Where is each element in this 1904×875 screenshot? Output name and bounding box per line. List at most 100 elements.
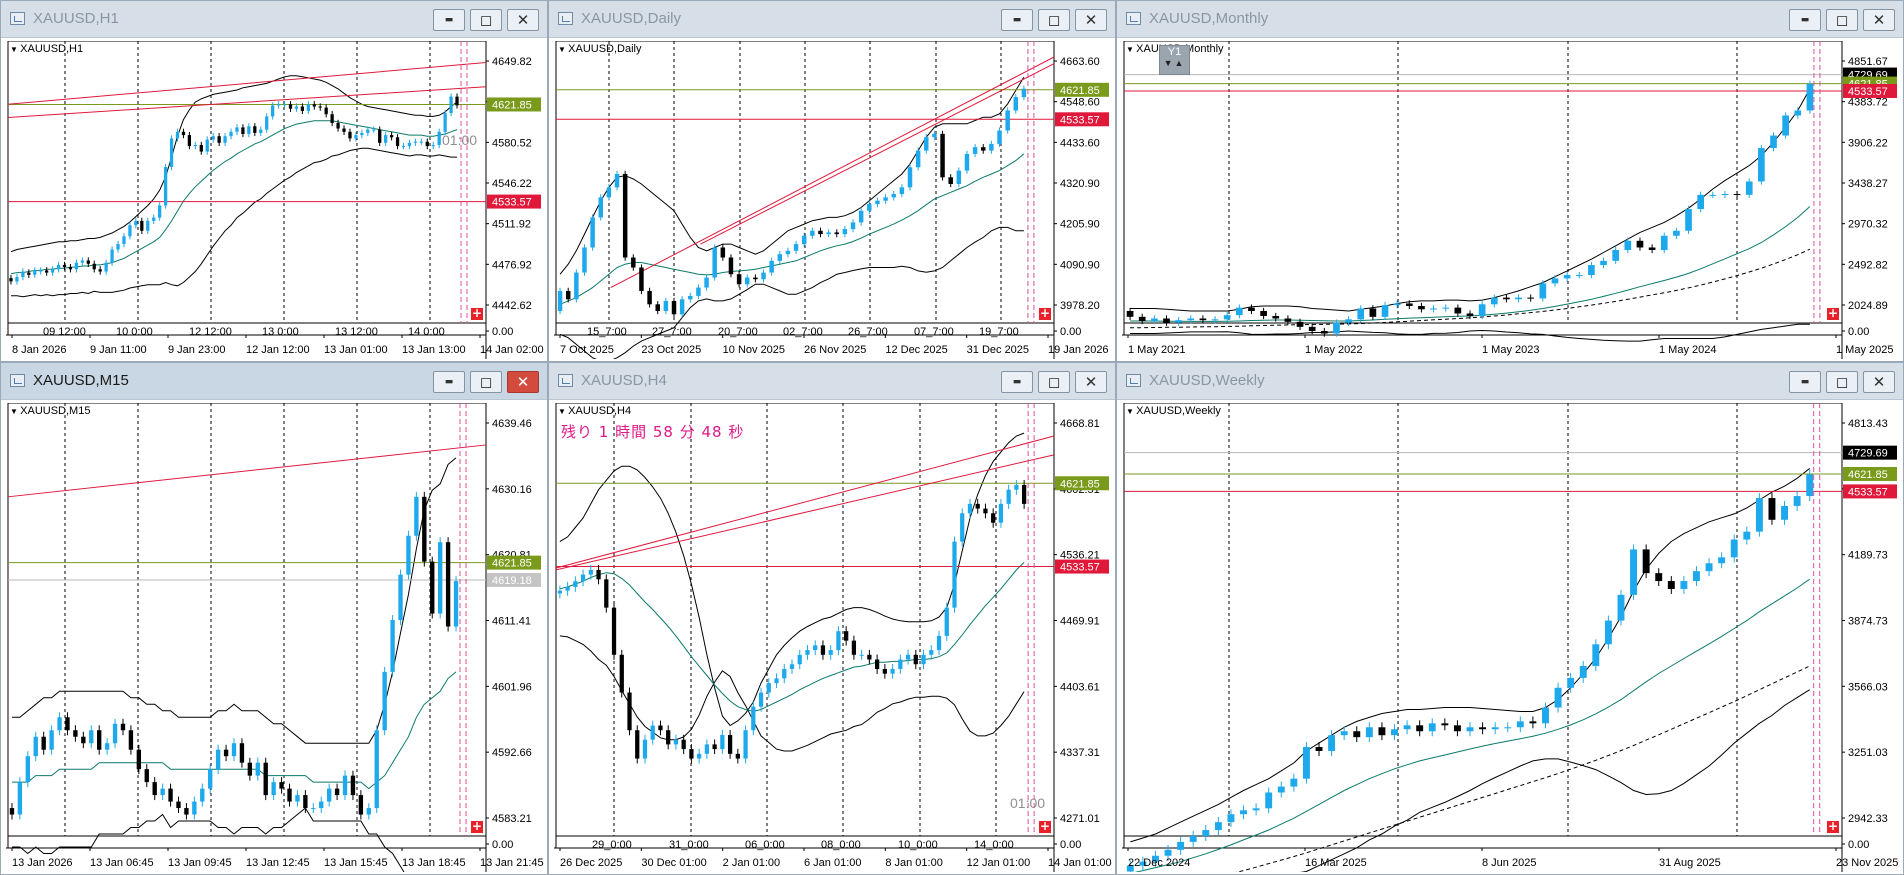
add-indicator-button[interactable]: + [471, 307, 483, 320]
price-axis-label: 4546.22 [492, 178, 532, 190]
period-separator-label: 06_0:00 [745, 839, 785, 851]
candle-body [1006, 489, 1011, 504]
dropdown-triangle-icon[interactable]: ▼ [1126, 407, 1137, 416]
candle-body [276, 104, 281, 106]
candle-body [9, 808, 15, 815]
window-titlebar[interactable]: XAUUSD,Weekly ▬ ◻ ✕ [1117, 363, 1903, 400]
time-axis-label: 13 Jan 01:00 [324, 344, 388, 356]
chart-canvas[interactable]: 4668.814602.514536.214469.914403.614337.… [554, 403, 1112, 872]
candle-body [311, 808, 316, 810]
trend-line[interactable] [7, 86, 487, 118]
chart-window-monthly[interactable]: XAUUSD,Monthly ▬ ◻ ✕ 4851.67 4383.72 3906.22 34… [1116, 0, 1904, 362]
add-indicator-button[interactable]: + [1039, 820, 1051, 833]
minimize-button[interactable]: ▬ [1789, 9, 1821, 31]
trend-line[interactable] [7, 62, 487, 105]
chart-window-daily[interactable]: XAUUSD,Daily ▬ ◻ ✕ 4663.60 4548.60 4433.60 4320… [548, 0, 1116, 362]
candle-body [1235, 307, 1243, 316]
chart-window-h1[interactable]: XAUUSD,H1▬◻✕4649.824615.824580.524546.22… [0, 0, 548, 362]
minimize-button[interactable]: ▬ [1789, 371, 1821, 393]
candle-body [134, 220, 138, 226]
add-indicator-button[interactable]: + [1039, 307, 1051, 320]
price-axis-label: 4090.90 [1060, 259, 1100, 271]
window-titlebar[interactable]: XAUUSD,H4 ▬ ◻ ✕ [549, 363, 1115, 400]
close-button[interactable]: ✕ [1863, 9, 1895, 31]
candle-body [1345, 319, 1352, 323]
candle-body [229, 131, 233, 137]
chart-canvas[interactable]: 4851.67 4383.72 3906.22 3438.27 2970.32 2492.… [1122, 41, 1898, 359]
candle-body [1685, 209, 1692, 231]
trend-line[interactable] [555, 454, 1055, 571]
candle-body [874, 659, 880, 669]
trend-line[interactable] [700, 63, 1055, 245]
chart-canvas[interactable]: 4649.824615.824580.524546.224511.924476.… [6, 41, 544, 359]
candle-body [1733, 194, 1741, 196]
candle-body [1454, 307, 1462, 314]
candle-body [1660, 235, 1668, 250]
add-indicator-button[interactable]: + [1827, 820, 1839, 833]
trend-line[interactable] [7, 444, 487, 498]
candle-body [306, 104, 310, 111]
candle-body [828, 650, 833, 655]
candle-body [689, 749, 694, 759]
chart-canvas[interactable]: 4639.464630.164620.814611.414601.964592.… [6, 403, 544, 872]
candle-body [1175, 320, 1182, 323]
trend-line[interactable] [555, 435, 1055, 569]
candle-body [1441, 723, 1449, 726]
candle-body [74, 262, 79, 270]
close-icon: ✕ [1084, 11, 1098, 29]
maximize-button[interactable]: ◻ [1038, 371, 1070, 393]
maximize-button[interactable]: ◻ [1826, 9, 1858, 31]
candle-body [326, 788, 332, 802]
candle-body [419, 141, 423, 143]
minimize-icon: ▬ [1012, 377, 1022, 387]
add-indicator-button[interactable]: + [471, 820, 483, 833]
candle-body [1393, 303, 1401, 306]
window-titlebar[interactable]: XAUUSD,M15 ▬ ◻ ✕ [1, 363, 547, 400]
candle-body [1693, 571, 1700, 582]
candle-body [73, 730, 78, 737]
maximize-button[interactable]: ◻ [1826, 371, 1858, 393]
price-axis-label: 4663.60 [1060, 56, 1100, 68]
candle-body [65, 717, 70, 731]
chart-canvas[interactable]: 4813.434501.174189.733874.733566.033251.… [1122, 403, 1898, 872]
plot-frame [1123, 41, 1843, 336]
dropdown-triangle-icon[interactable]: ▼ [10, 45, 21, 54]
candle-body [395, 137, 400, 147]
chart-canvas[interactable]: 4663.60 4548.60 4433.60 4320.90 4205.90 4090.… [554, 41, 1110, 359]
candle-body [859, 654, 864, 656]
dropdown-triangle-icon[interactable]: ▼ [558, 45, 569, 54]
close-button[interactable]: ✕ [1863, 371, 1895, 393]
window-titlebar[interactable]: XAUUSD,Monthly ▬ ◻ ✕ [1117, 1, 1903, 38]
maximize-button[interactable]: ◻ [470, 9, 502, 31]
candle-body [89, 730, 94, 744]
period-tag-arrows-icon[interactable]: ▼▲ [1163, 58, 1186, 68]
candle-body [655, 304, 660, 311]
chart-window-m15[interactable]: XAUUSD,M15▬◻✕4639.464630.164620.814611.4… [0, 362, 548, 875]
minimize-button[interactable]: ▬ [1001, 9, 1033, 31]
chart-window-weekly[interactable]: XAUUSD,Weekly▬◻✕4813.434501.174189.73387… [1116, 362, 1904, 875]
trend-line[interactable] [610, 56, 1055, 289]
candle-body [1391, 729, 1398, 736]
candle-body [631, 257, 636, 268]
close-button[interactable]: ✕ [507, 9, 539, 31]
window-titlebar[interactable]: XAUUSD,Daily ▬ ◻ ✕ [549, 1, 1115, 38]
price-tag-label: 4621.85 [492, 558, 532, 570]
close-button[interactable]: ✕ [1075, 371, 1107, 393]
candle-body [330, 114, 334, 123]
add-indicator-button[interactable]: + [1827, 307, 1839, 320]
maximize-button[interactable]: ◻ [1038, 9, 1070, 31]
period-tag[interactable]: Y1 ▼▲ [1159, 45, 1190, 75]
dropdown-triangle-icon[interactable]: ▼ [558, 407, 569, 416]
chart-window-h4[interactable]: XAUUSD,H4▬◻✕4668.814602.514536.214469.91… [548, 362, 1116, 875]
maximize-button[interactable]: ◻ [470, 371, 502, 393]
dropdown-triangle-icon[interactable]: ▼ [10, 407, 21, 416]
time-axis-label: 19 Jan 2026 [1048, 344, 1109, 356]
minimize-button[interactable]: ▬ [433, 9, 465, 31]
minimize-button[interactable]: ▬ [1001, 371, 1033, 393]
dropdown-triangle-icon[interactable]: ▼ [1126, 45, 1137, 54]
close-button[interactable]: ✕ [507, 371, 539, 393]
candle-body [890, 668, 895, 674]
minimize-button[interactable]: ▬ [433, 371, 465, 393]
window-titlebar[interactable]: XAUUSD,H1 ▬ ◻ ✕ [1, 1, 547, 38]
close-button[interactable]: ✕ [1075, 9, 1107, 31]
